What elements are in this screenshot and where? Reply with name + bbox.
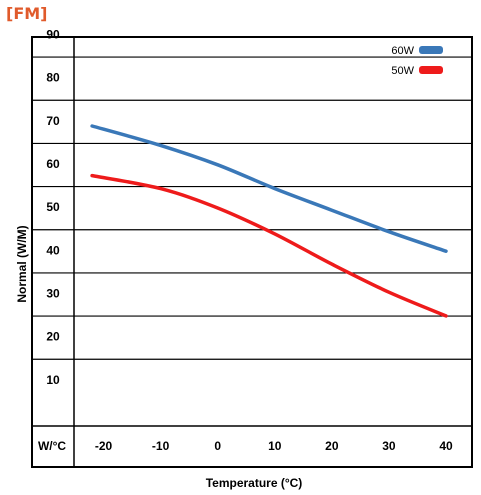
legend-label: 50W [391,65,414,77]
x-axis-title: Temperature (°C) [206,476,303,490]
legend-swatch [419,66,443,74]
frame-layer [31,36,473,468]
x-tick-label: 30 [382,439,396,453]
y-tick-label: 80 [46,71,60,85]
legend: 60W 50W [391,45,443,77]
y-tick-label: 40 [46,243,60,257]
y-tick-label: 70 [46,114,60,128]
x-tick-label: 10 [268,439,282,453]
y-tick-label: 60 [46,157,60,171]
chart-title: [FM] [6,4,48,23]
x-tick-label: -10 [152,439,170,453]
series-line-50W [90,173,448,318]
x-tick-label: 40 [439,439,453,453]
series-line-60W [90,124,448,253]
legend-label: 60W [391,45,414,57]
x-tick-labels: -20 -10 0 10 20 30 40 [95,439,453,453]
y-tick-label: 10 [46,373,60,387]
legend-swatch [419,46,443,54]
x-tick-label: 0 [214,439,221,453]
grid-layer [32,56,472,360]
y-tick-labels: 10 20 30 40 50 60 70 80 90 [46,27,60,386]
corner-label: W/°C [38,439,66,453]
x-tick-label: 20 [325,439,339,453]
y-tick-label: 30 [46,286,60,300]
y-tick-label: 90 [46,27,60,41]
x-tick-label: -20 [95,439,113,453]
y-tick-label: 50 [46,200,60,214]
series-lines [90,124,448,318]
y-axis-title: Normal (W/M) [15,225,29,302]
y-tick-label: 20 [46,330,60,344]
chart-frame [31,36,473,468]
